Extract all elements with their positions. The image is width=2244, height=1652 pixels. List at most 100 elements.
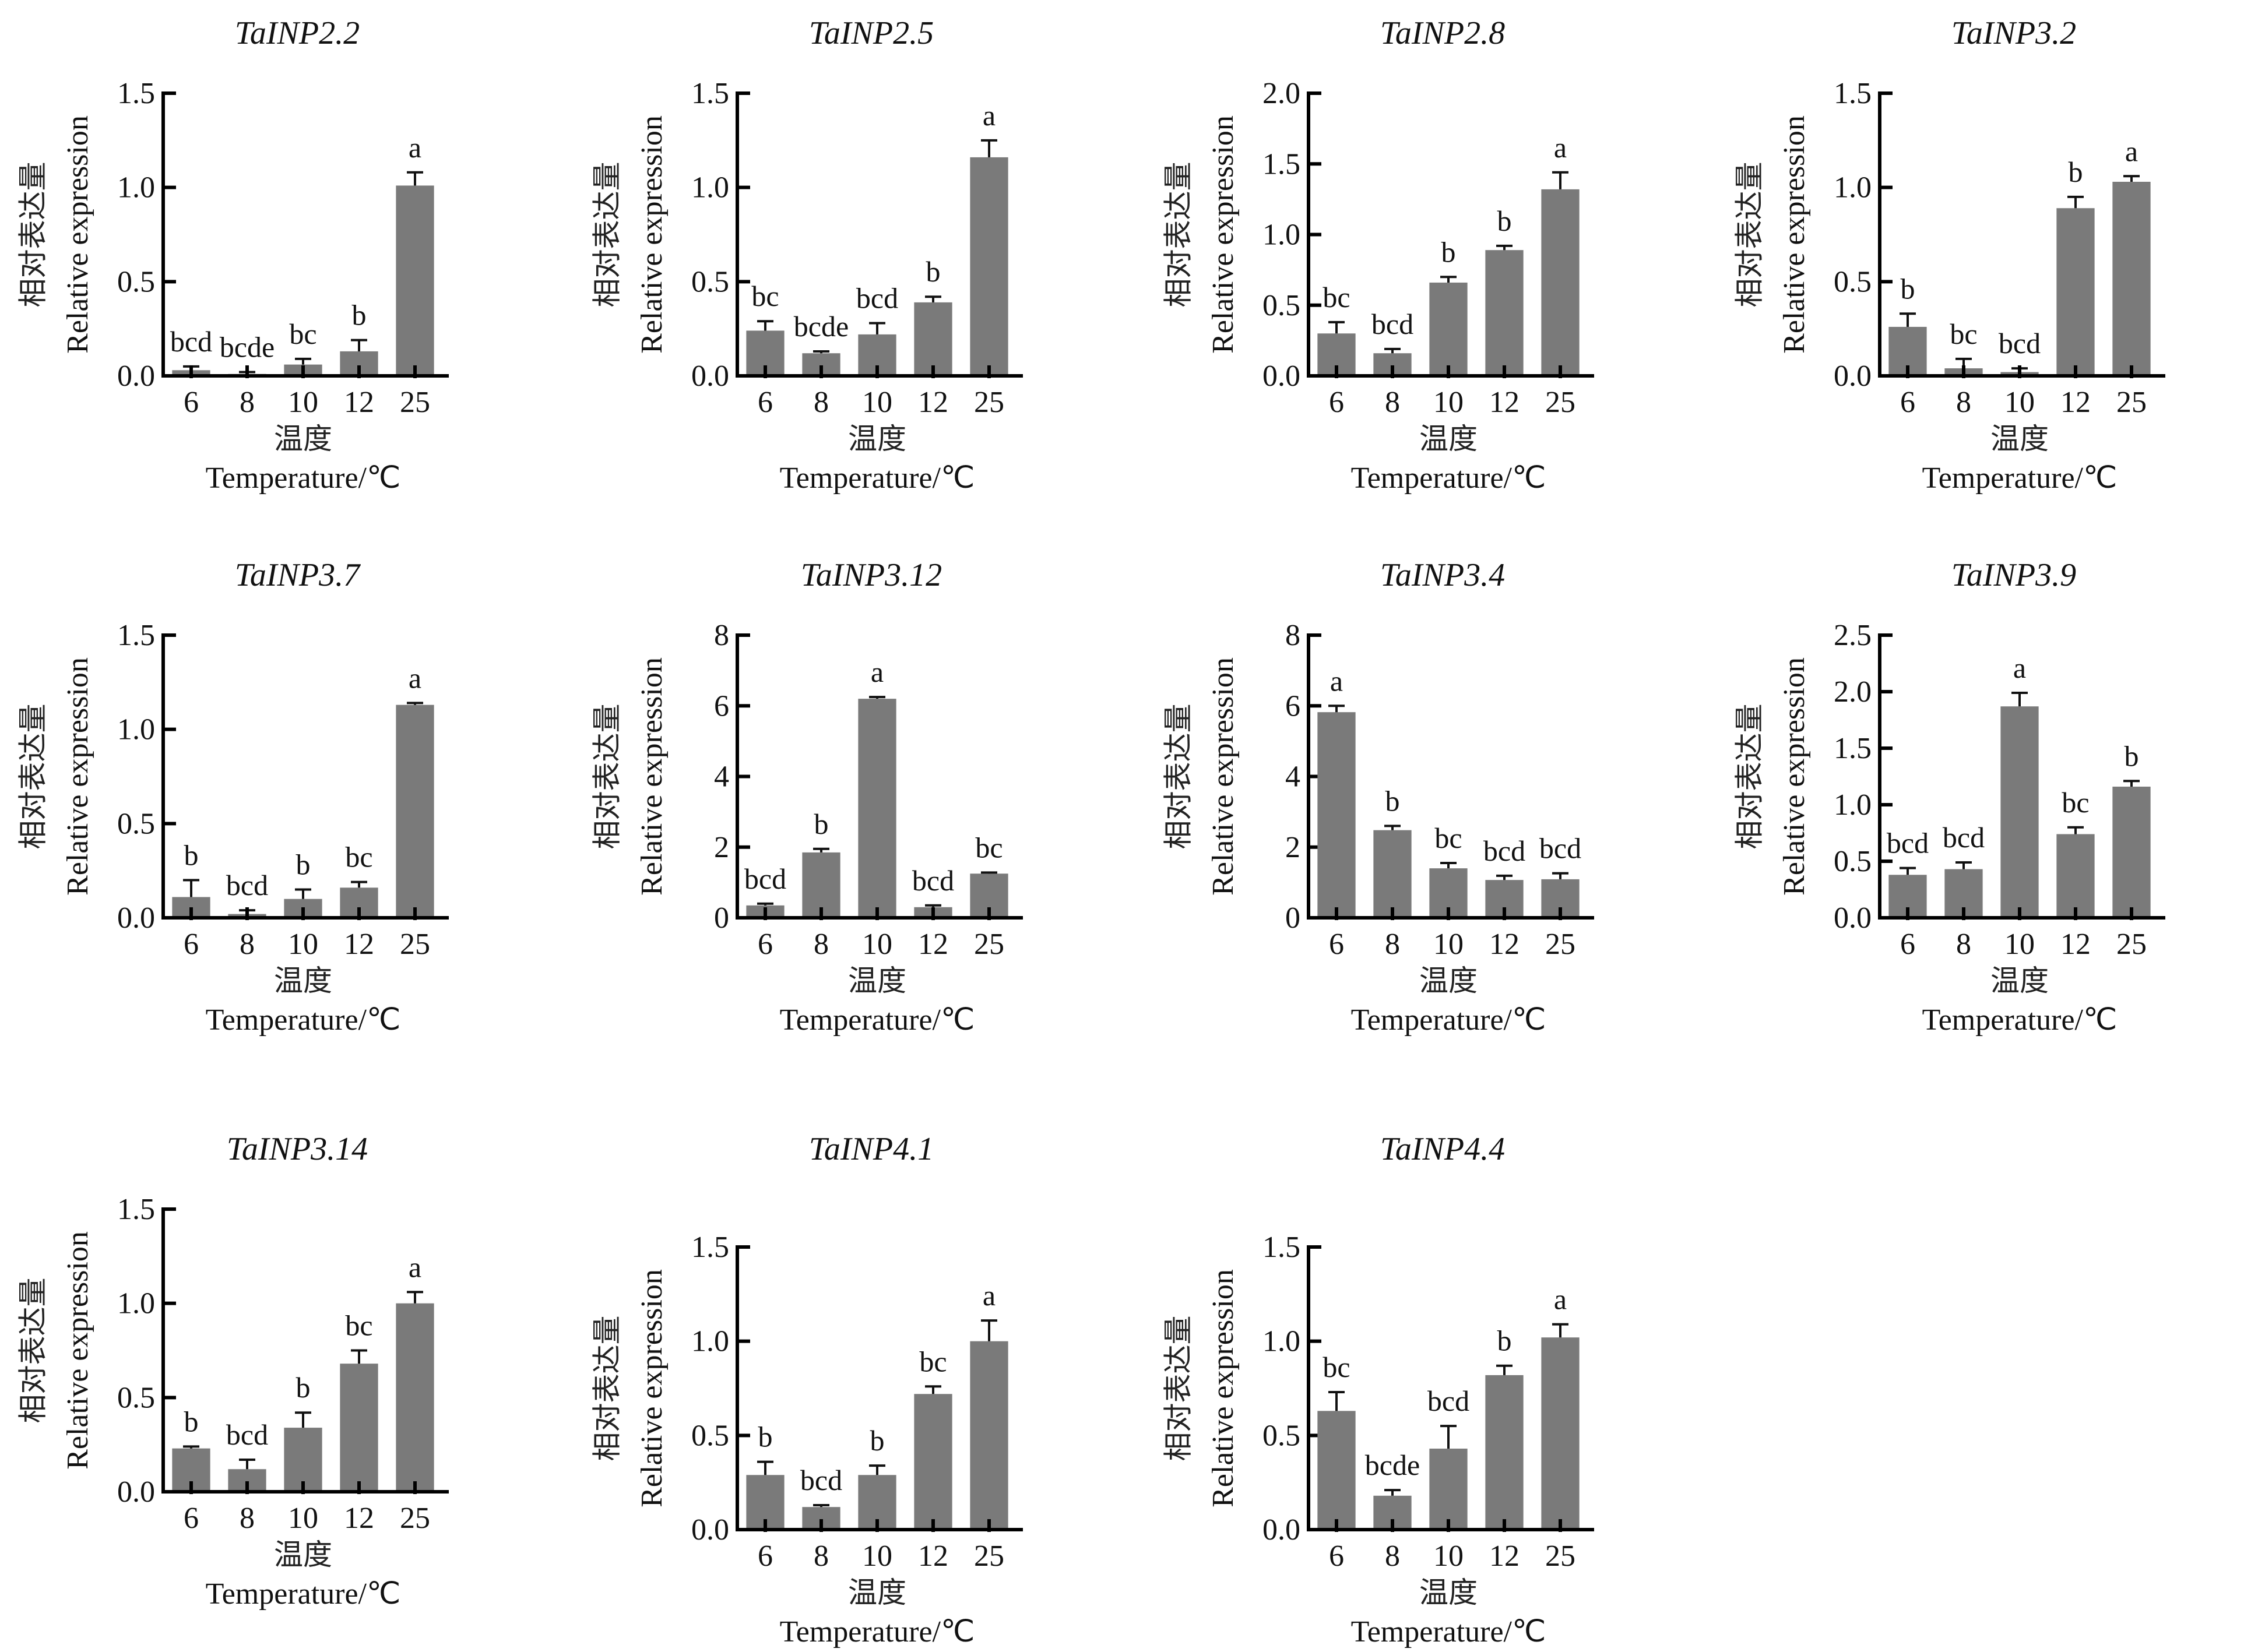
chart-panel: TaINP4.4 相对表达量 Relative expression 0.0 0.5 1.… (1145, 1116, 1705, 1652)
y-axis-title-cn: 相对表达量 (590, 1316, 624, 1461)
y-tick-label: 1.5 (1834, 77, 1872, 110)
y-axis-title: Relative expression (1778, 115, 1811, 354)
bar-chart: TaINP2.8 相对表达量 Relative expression 0.0 0.5 1.… (1162, 15, 1594, 495)
y-axis-title-cn: 相对表达量 (1733, 162, 1767, 308)
significance-label: b (1497, 1325, 1512, 1357)
significance-label: b (296, 848, 311, 881)
x-tick-label: 6 (184, 386, 199, 419)
y-tick-label: 1.0 (117, 1287, 155, 1320)
x-tick-label: 25 (1545, 386, 1575, 419)
bar (1485, 1375, 1524, 1530)
y-tick-label: 2.0 (1262, 77, 1300, 110)
y-tick-label: 4 (714, 760, 729, 794)
chart-title: TaINP2.2 (235, 15, 360, 51)
x-axis-title-cn: 温度 (848, 1576, 906, 1609)
chart-title: TaINP3.12 (801, 557, 942, 593)
x-tick-label: 6 (1329, 1540, 1344, 1573)
x-tick-label: 8 (814, 1540, 829, 1573)
chart-title: TaINP4.4 (1380, 1131, 1505, 1167)
x-axis-title: Temperature/℃ (206, 1003, 401, 1037)
significance-label: bcd (1943, 821, 1985, 854)
significance-label: bcde (1365, 1449, 1420, 1481)
y-tick-label: 0.5 (1262, 1419, 1300, 1452)
y-tick-label: 1.0 (691, 1325, 729, 1358)
x-axis-title: Temperature/℃ (1922, 1003, 2118, 1037)
significance-label: bcde (794, 310, 849, 343)
y-tick-label: 0.5 (117, 807, 155, 840)
bar (1485, 250, 1524, 376)
significance-label: a (409, 131, 421, 164)
chart-title: TaINP2.5 (809, 15, 934, 51)
x-tick-label: 6 (1900, 386, 1915, 419)
y-tick-label: 6 (714, 689, 729, 723)
x-axis-title: Temperature/℃ (1351, 1003, 1546, 1037)
y-tick-label: 1.5 (117, 1193, 155, 1226)
chart-title: TaINP4.1 (809, 1131, 934, 1167)
x-tick-label: 12 (918, 928, 948, 961)
x-tick-label: 10 (862, 386, 892, 419)
significance-label: a (2125, 135, 2138, 167)
x-tick-label: 8 (240, 928, 255, 961)
x-axis-title: Temperature/℃ (780, 1003, 975, 1037)
x-tick-label: 6 (1329, 386, 1344, 419)
x-tick-label: 10 (2004, 386, 2035, 419)
bar-chart: TaINP4.4 相对表达量 Relative expression 0.0 0.5 1.… (1162, 1131, 1594, 1649)
x-tick-label: 25 (974, 928, 1004, 961)
y-axis-title: Relative expression (1207, 1269, 1240, 1507)
y-tick-label: 0.5 (1834, 845, 1872, 878)
x-tick-label: 12 (1489, 928, 1520, 961)
y-tick-label: 1.5 (691, 77, 729, 110)
significance-label: b (2069, 156, 2083, 188)
x-tick-label: 10 (288, 386, 318, 419)
chart-panel: TaINP3.2 相对表达量 Relative expression 0.0 0.5 1.… (1717, 0, 2244, 536)
y-tick-label: 0 (714, 901, 729, 935)
y-tick-label: 0.5 (691, 265, 729, 298)
significance-label: b (926, 255, 941, 288)
bar (1429, 1448, 1468, 1530)
x-tick-label: 8 (240, 1502, 255, 1535)
y-axis-title-cn: 相对表达量 (16, 162, 50, 308)
y-axis-title-cn: 相对表达量 (16, 1278, 50, 1424)
significance-label: b (2125, 739, 2139, 772)
significance-label: bcd (1427, 1385, 1469, 1417)
chart-panel: TaINP4.1 相对表达量 Relative expression 0.0 0.5 1.… (574, 1116, 1134, 1652)
x-tick-label: 8 (1385, 928, 1400, 961)
x-axis-title: Temperature/℃ (1351, 462, 1546, 495)
y-tick-label: 1.0 (117, 171, 155, 205)
y-tick-label: 0.0 (117, 1475, 155, 1509)
y-tick-label: 2.0 (1834, 675, 1872, 709)
x-axis-title-cn: 温度 (1419, 422, 1478, 456)
significance-label: b (184, 1405, 199, 1438)
x-tick-label: 8 (1956, 928, 1971, 961)
chart-panel: TaINP3.4 相对表达量 Relative expression 0 2 4 6 8 a 6 b… (1145, 542, 1705, 1078)
significance-label: bc (1950, 318, 1977, 350)
significance-label: bcd (1999, 327, 2041, 360)
bar (2112, 786, 2151, 918)
significance-label: a (409, 661, 421, 694)
y-tick-label: 1.0 (1262, 1325, 1300, 1358)
x-tick-label: 6 (1329, 928, 1344, 961)
significance-label: bcde (220, 331, 275, 364)
significance-label: bcd (856, 281, 898, 314)
bar-chart: TaINP3.14 相对表达量 Relative expression 0.0 0.5 1… (16, 1131, 449, 1611)
x-tick-label: 6 (1900, 928, 1915, 961)
y-tick-label: 8 (714, 619, 729, 652)
y-tick-label: 2.5 (1834, 619, 1872, 652)
x-tick-label: 25 (400, 386, 430, 419)
x-tick-label: 8 (240, 386, 255, 419)
y-axis-title-cn: 相对表达量 (590, 162, 624, 308)
x-tick-label: 12 (344, 386, 374, 419)
significance-label: a (2013, 651, 2026, 684)
y-tick-label: 1.0 (1834, 171, 1872, 205)
y-tick-label: 2 (1285, 831, 1300, 864)
significance-label: a (409, 1251, 421, 1283)
y-tick-label: 2 (714, 831, 729, 864)
bar (970, 157, 1008, 376)
x-tick-label: 6 (758, 1540, 773, 1573)
x-tick-label: 10 (288, 1502, 318, 1535)
y-tick-label: 1.0 (691, 171, 729, 205)
significance-label: bcd (1371, 308, 1413, 340)
x-tick-label: 10 (1433, 386, 1464, 419)
y-axis-title-cn: 相对表达量 (1733, 704, 1767, 850)
bar-chart: TaINP3.9 相对表达量 Relative expression 0.0 0.5 1.… (1733, 557, 2165, 1037)
